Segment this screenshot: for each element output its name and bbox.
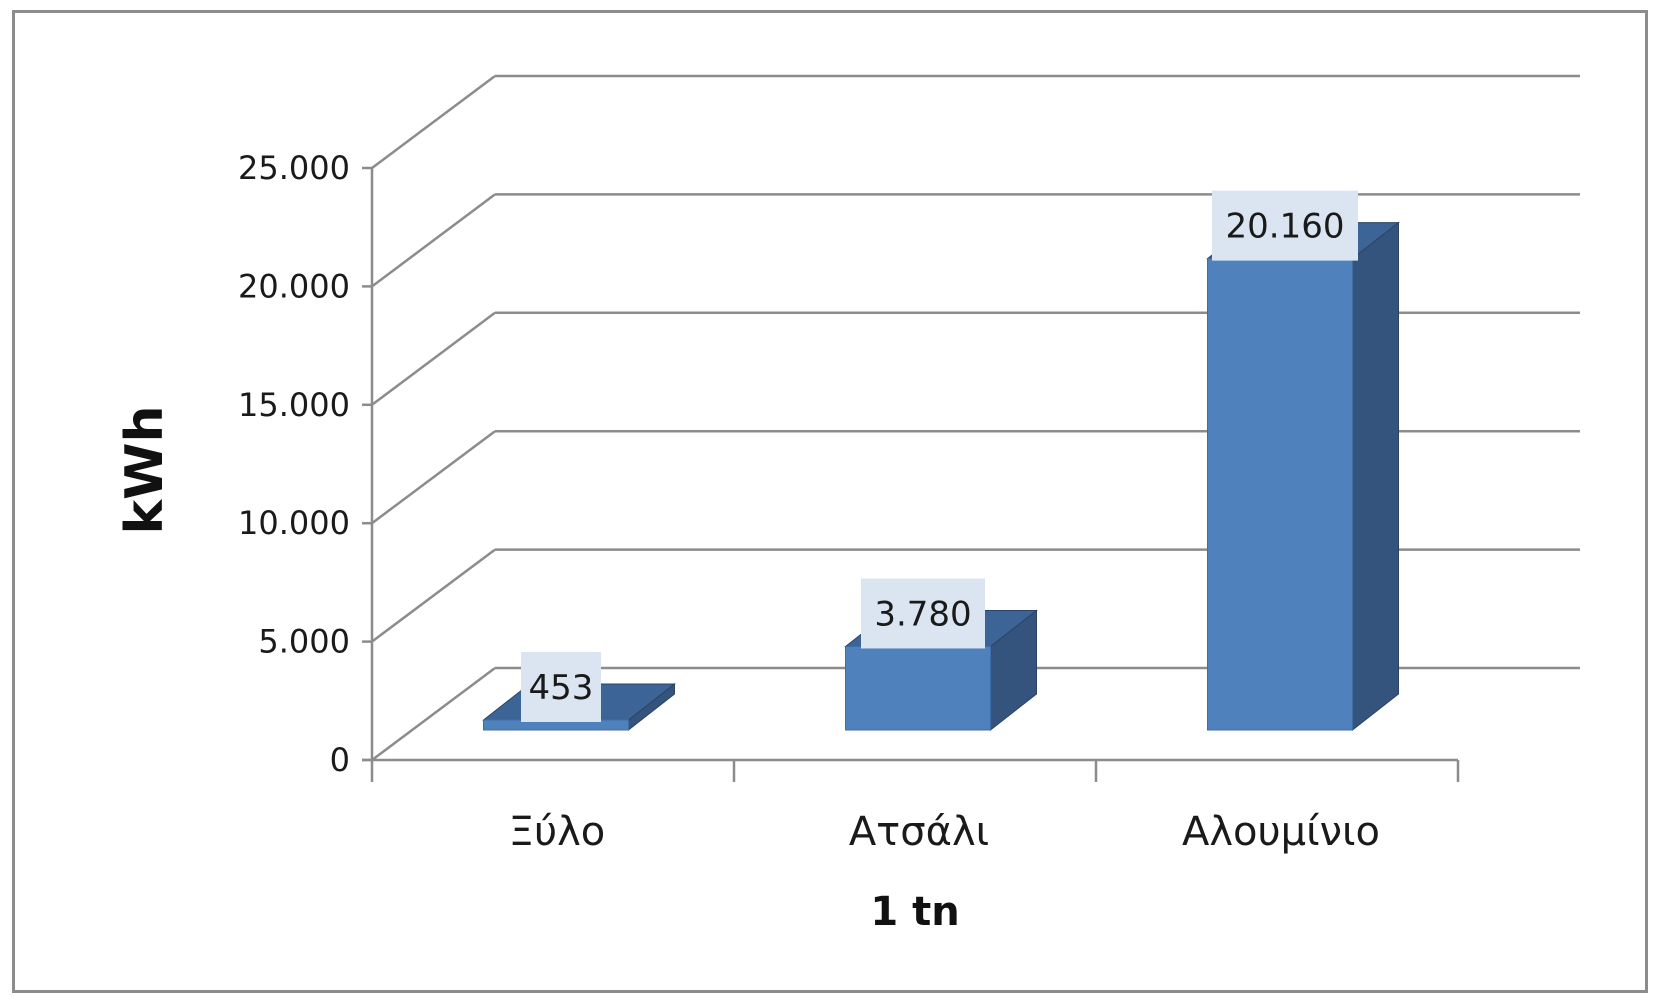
x-axis-title: 1 tn — [870, 889, 959, 935]
data-label-box — [521, 652, 601, 722]
axes — [362, 166, 1460, 782]
labels: 0 5.000 10.000 15.000 20.000 25.000 Ξύλο 453 Ατσ… — [238, 149, 1380, 855]
x-tick-label: Ξύλο — [509, 809, 606, 855]
data-label-box — [861, 578, 985, 649]
side-gridline — [371, 311, 496, 406]
y-tick-label: 10.000 — [238, 504, 350, 542]
y-tick-label: 20.000 — [238, 267, 350, 305]
side-gridline — [371, 193, 496, 288]
data-label: 3.780 — [874, 594, 971, 634]
gridlines — [371, 74, 1580, 762]
bar — [1207, 258, 1353, 731]
side-gridline — [371, 548, 496, 643]
bars — [482, 221, 1400, 732]
y-axis-title: kWh — [115, 406, 175, 535]
bar-side — [1352, 221, 1399, 732]
y-tick-label: 5.000 — [258, 623, 350, 661]
side-gridline — [371, 430, 496, 525]
bar — [845, 645, 991, 731]
y-tick-label: 15.000 — [238, 386, 350, 424]
y-tick-label: 25.000 — [238, 149, 350, 187]
side-gridline — [371, 666, 496, 762]
data-label: 20.160 — [1226, 207, 1345, 247]
x-tick-label: Αλουμίνιο — [1182, 809, 1380, 855]
side-gridline — [371, 74, 496, 170]
y-tick-label: 0 — [330, 741, 350, 779]
data-label-box — [1212, 190, 1358, 261]
x-tick-label: Ατσάλι — [849, 809, 989, 855]
data-label: 453 — [529, 668, 594, 708]
